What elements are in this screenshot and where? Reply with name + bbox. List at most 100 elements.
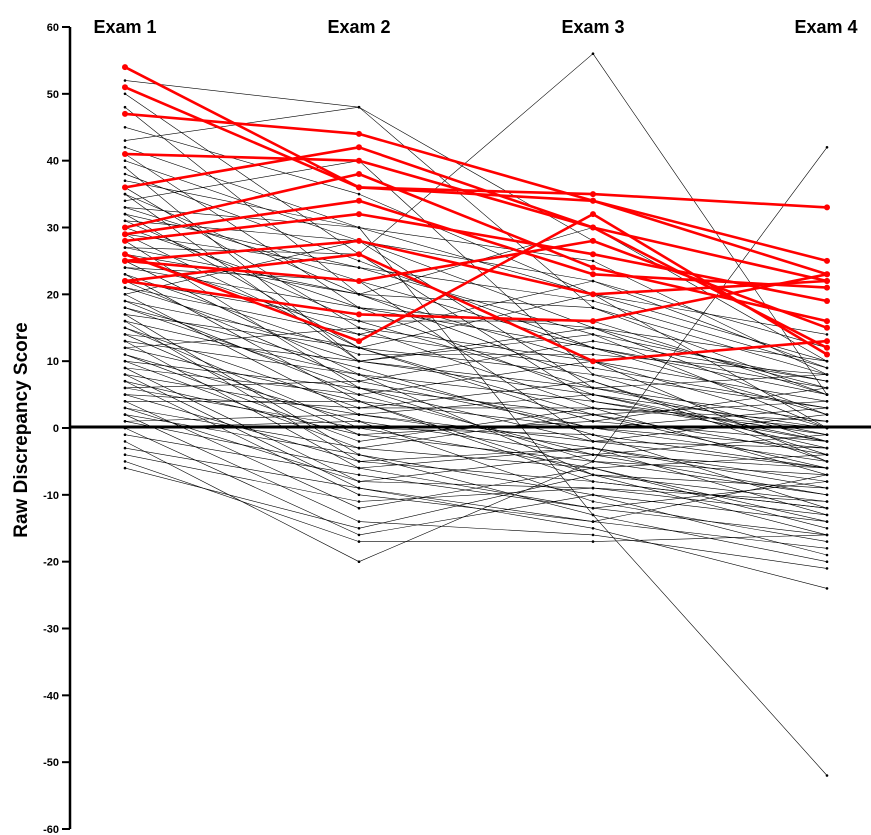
data-point [825, 393, 829, 396]
y-tick-label: -20 [43, 557, 59, 569]
highlighted-data-point [824, 284, 830, 291]
data-point [357, 440, 361, 443]
highlighted-data-point [122, 110, 128, 117]
highlighted-data-point [356, 211, 362, 218]
y-tick-label: 20 [47, 289, 59, 301]
data-point [591, 406, 595, 410]
data-point [123, 172, 127, 176]
highlighted-data-point [590, 224, 596, 231]
data-point [357, 400, 361, 403]
data-point [123, 326, 127, 330]
data-point [123, 386, 127, 390]
highlighted-data-point [122, 251, 128, 258]
highlighted-data-point [824, 318, 830, 325]
highlighted-series-line [124, 273, 828, 323]
highlighted-data-point [590, 271, 596, 278]
data-point [591, 533, 595, 537]
highlighted-series-line [124, 112, 828, 263]
data-point [825, 774, 829, 777]
highlighted-series-line [124, 239, 828, 296]
data-point [825, 433, 829, 437]
highlighted-data-point [356, 157, 362, 164]
data-point [825, 440, 829, 443]
highlighted-data-point [590, 191, 596, 198]
data-point [123, 400, 127, 403]
series-line [124, 394, 828, 509]
data-point [825, 413, 829, 416]
data-point [357, 259, 361, 263]
series-line [124, 53, 828, 395]
data-point [357, 266, 361, 269]
data-point [357, 460, 361, 463]
data-point [591, 306, 595, 310]
highlighted-data-point [824, 204, 830, 211]
data-point [357, 413, 361, 416]
data-point [357, 466, 361, 470]
highlighted-data-point [590, 291, 596, 298]
data-point [357, 473, 361, 477]
data-point [591, 353, 595, 356]
data-point [123, 179, 127, 182]
data-point [825, 379, 829, 383]
data-point [591, 433, 595, 437]
data-point [123, 413, 127, 416]
highlighted-series-line [124, 152, 828, 283]
data-point [123, 379, 127, 383]
highlighted-series-line [124, 212, 828, 303]
y-tick-label: 0 [53, 423, 59, 435]
series-line [124, 287, 828, 409]
data-point [825, 359, 829, 363]
data-point [825, 500, 829, 503]
highlighted-data-point [356, 130, 362, 137]
x-category-label: Exam 3 [561, 17, 624, 37]
data-point [825, 473, 829, 477]
data-point [357, 420, 361, 423]
data-point [591, 460, 595, 463]
data-point [825, 533, 829, 537]
data-point [825, 547, 829, 550]
data-point [825, 540, 829, 543]
series-line [124, 280, 828, 382]
data-point [591, 326, 595, 330]
data-point [357, 326, 361, 330]
data-point [357, 453, 361, 457]
x-category-label: Exam 1 [93, 17, 156, 37]
data-point [357, 527, 361, 530]
series-line [124, 327, 828, 429]
data-point [357, 359, 361, 363]
highlighted-data-point [824, 257, 830, 264]
highlighted-data-point [824, 338, 830, 345]
highlighted-data-point [122, 257, 128, 264]
highlighted-data-point [356, 338, 362, 345]
series-line [124, 360, 828, 429]
data-point [591, 466, 595, 470]
data-point [123, 146, 127, 149]
highlighted-data-point [590, 264, 596, 271]
series-line [124, 274, 828, 509]
data-point [357, 406, 361, 410]
data-point [357, 433, 361, 437]
data-point [123, 206, 127, 209]
highlighted-series-line [124, 65, 828, 276]
data-point [123, 393, 127, 396]
data-point [825, 460, 829, 463]
data-point [591, 480, 595, 483]
data-point [123, 453, 127, 457]
data-point [357, 366, 361, 370]
data-point [357, 192, 361, 196]
y-tick-label: 30 [47, 223, 59, 235]
highlighted-data-point [356, 237, 362, 244]
series-line [124, 427, 828, 556]
data-point [123, 333, 127, 336]
data-point [357, 500, 361, 503]
data-point [591, 500, 595, 503]
series-line [124, 380, 828, 476]
y-tick-label: 40 [47, 156, 59, 168]
data-point [123, 293, 127, 296]
data-point [591, 393, 595, 396]
data-point [123, 420, 127, 423]
data-point [123, 299, 127, 303]
data-point [357, 353, 361, 356]
data-point [825, 446, 829, 450]
